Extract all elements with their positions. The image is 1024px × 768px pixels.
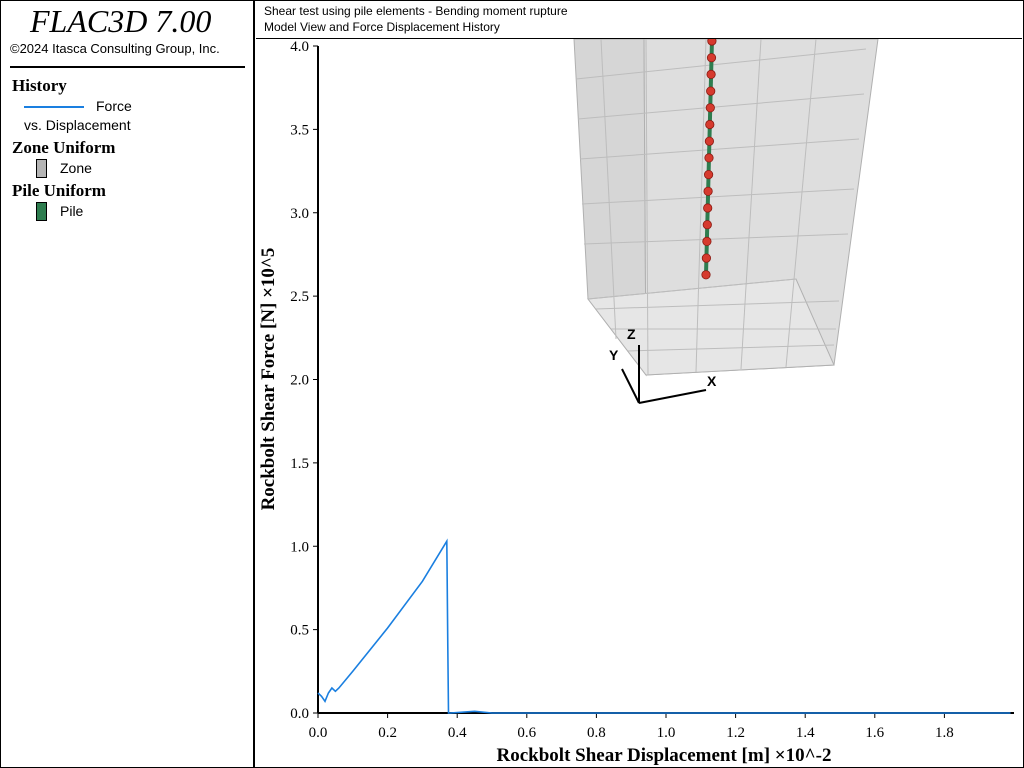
x-tick-label: 1.2: [726, 725, 745, 741]
x-tick-label: 1.0: [657, 725, 676, 741]
y-tick-label: 1.5: [290, 456, 309, 472]
pile-node: [705, 103, 715, 113]
pile-node: [703, 203, 713, 213]
x-tick-label: 0.0: [309, 725, 328, 741]
x-tick-label: 0.4: [448, 725, 467, 741]
pile-node: [705, 119, 715, 130]
y-tick-label: 0.0: [290, 706, 309, 722]
y-axis-label: Rockbolt Shear Force [N] ×10^5: [258, 248, 279, 511]
x-tick-label: 0.2: [378, 725, 397, 741]
zone-heading: Zone Uniform: [12, 138, 116, 157]
y-tick-label: 4.0: [290, 39, 309, 55]
x-tick-label: 0.8: [587, 725, 606, 741]
x-tick-label: 1.4: [796, 725, 815, 741]
x-axis-label: Rockbolt Shear Displacement [m] ×10^-2: [497, 745, 832, 766]
model-view: Z Y X: [573, 39, 879, 404]
history-entry-name: Force: [96, 98, 132, 114]
pile-color-swatch: [36, 202, 47, 221]
pile-heading: Pile Uniform: [12, 181, 106, 200]
zone-label: Zone: [60, 160, 92, 176]
pile-node: [703, 170, 714, 180]
pile-node: [702, 220, 712, 230]
series-layer: [317, 538, 1011, 714]
legend-panel: FLAC3D 7.00 ©2024 Itasca Consulting Grou…: [0, 0, 255, 767]
plot-title-line1: Shear test using pile elements - Bending…: [264, 4, 568, 18]
x-tick-label: 1.6: [865, 725, 884, 741]
pile-node: [701, 270, 711, 280]
zone-color-swatch: [36, 159, 47, 178]
plot-area: Z Y X 0.0 0.5 1.0 1.5 2.0 2.5 3.0 3.5 4.0 0.0 0.2…: [258, 39, 1014, 766]
y-tick-label: 3.0: [290, 206, 309, 222]
pile-node: [704, 136, 714, 146]
history-heading: History: [12, 76, 67, 95]
pile-node: [703, 186, 713, 196]
pile-label: Pile: [60, 203, 84, 219]
axes-triad: [621, 345, 707, 404]
axis-y-label: Y: [609, 347, 619, 363]
y-tick-label: 1.0: [290, 539, 309, 555]
y-tick-label: 3.5: [290, 122, 309, 138]
plot-header: Shear test using pile elements - Bending…: [256, 0, 1022, 39]
x-tick-label: 0.6: [517, 725, 536, 741]
axis-z-label: Z: [627, 326, 636, 342]
y-tick-label: 0.5: [290, 623, 309, 639]
history-entry-sub: vs. Displacement: [24, 117, 131, 133]
zone-grid-lines: [575, 39, 867, 376]
pile-node: [704, 153, 714, 163]
copyright-text: ©2024 Itasca Consulting Group, Inc.: [10, 41, 220, 56]
plot-title-line2: Model View and Force Displacement Histor…: [264, 20, 500, 34]
pile-node: [706, 53, 717, 63]
x-ticks: 0.0 0.2 0.4 0.6 0.8 1.0 1.2 1.4 1.6 1.8: [309, 713, 954, 741]
pile-node: [706, 86, 716, 96]
pile-node: [702, 236, 712, 246]
axis-x-label: X: [707, 373, 717, 389]
divider: [10, 66, 245, 68]
series-line-force: [317, 538, 1011, 714]
pile-node: [707, 39, 717, 46]
pile-node: [701, 253, 711, 263]
history-line-swatch: [24, 106, 84, 108]
x-tick-label: 1.8: [935, 725, 954, 741]
app-title: FLAC3D 7.00: [30, 3, 212, 39]
y-tick-label: 2.5: [290, 289, 309, 305]
pile-nodes: [701, 39, 717, 280]
y-ticks: 0.0 0.5 1.0 1.5 2.0 2.5 3.0 3.5 4.0: [290, 39, 318, 722]
pile-node: [706, 69, 716, 80]
y-tick-label: 2.0: [290, 373, 309, 389]
